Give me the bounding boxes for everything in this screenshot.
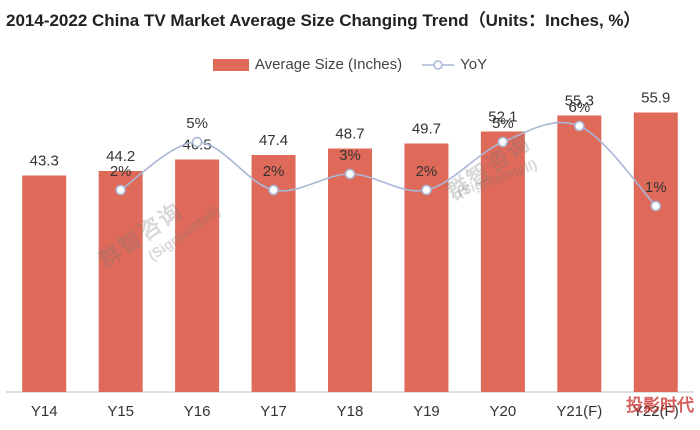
x-tick-label-2: Y16	[184, 403, 211, 420]
yoy-marker-1	[115, 184, 126, 196]
x-tick-label-7: Y21(F)	[556, 403, 602, 420]
bar-Y18	[328, 148, 372, 392]
yoy-marker-7	[574, 120, 585, 132]
yoy-label-5: 2%	[416, 163, 438, 180]
x-tick-label-0: Y14	[31, 403, 58, 420]
bar-value-label-5: 49.7	[412, 121, 441, 138]
bar-Y22(F)	[633, 112, 678, 392]
corner-logo: 投影时代	[626, 396, 694, 415]
legend-line-swatch	[422, 59, 455, 70]
bar-value-label-3: 47.4	[259, 132, 288, 149]
yoy-label-7: 6%	[568, 99, 590, 116]
yoy-marker-8	[650, 200, 662, 212]
bar-Y15	[98, 171, 143, 392]
yoy-label-3: 2%	[263, 163, 285, 180]
chart-title: 2014-2022 China TV Market Average Size C…	[6, 11, 641, 30]
chart-legend: Average Size (Inches) YoY	[0, 56, 700, 73]
bar-Y14	[22, 175, 67, 392]
legend-item-bar: Average Size (Inches)	[212, 56, 403, 73]
x-tick-label-4: Y18	[337, 403, 364, 420]
legend-bar-label: Average Size (Inches)	[254, 56, 403, 73]
x-tick-label-8: Y22(F)	[633, 403, 679, 420]
legend-line-label: YoY	[460, 56, 488, 73]
bar-Y16	[175, 159, 220, 392]
yoy-label-2: 5%	[186, 115, 208, 132]
yoy-label-6: 5%	[492, 115, 514, 132]
x-tick-label-5: Y19	[413, 403, 440, 420]
yoy-label-8: 1%	[645, 179, 667, 196]
legend-bar-swatch	[212, 58, 249, 71]
yoy-marker-6	[497, 136, 509, 148]
yoy-marker-4	[344, 168, 356, 180]
bar-value-label-8: 55.9	[641, 90, 670, 107]
yoy-marker-5	[421, 184, 432, 196]
yoy-label-4: 3%	[339, 147, 361, 164]
yoy-marker-3	[268, 184, 279, 196]
x-tick-label-1: Y15	[107, 403, 134, 420]
bar-value-label-4: 48.7	[335, 126, 364, 143]
yoy-marker-2	[191, 136, 203, 148]
yoy-label-1: 2%	[110, 163, 132, 180]
bar-value-label-7: 55.3	[565, 93, 594, 110]
x-tick-label-3: Y17	[260, 403, 287, 420]
bar-Y20	[480, 131, 525, 392]
legend-item-line: YoY	[422, 56, 487, 73]
bar-value-label-0: 43.3	[30, 153, 59, 170]
bar-value-label-6: 52.1	[488, 109, 517, 126]
x-tick-label-6: Y20	[490, 403, 517, 420]
bar-value-label-1: 44.2	[106, 148, 135, 165]
bar-Y21(F)	[557, 115, 602, 392]
bar-Y19	[404, 143, 449, 392]
